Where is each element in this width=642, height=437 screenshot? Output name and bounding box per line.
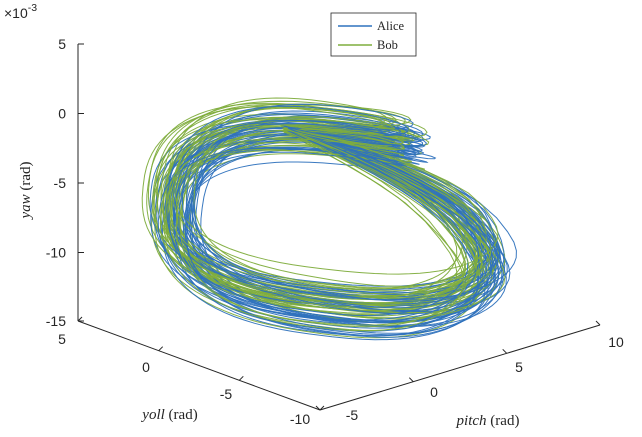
legend-box bbox=[330, 12, 417, 57]
trajectory-bob bbox=[175, 127, 470, 328]
x-axis-label: pitch (rad) bbox=[456, 413, 520, 429]
z-tick-label: -15 bbox=[46, 313, 66, 329]
trajectory-alice bbox=[184, 129, 489, 338]
z-tick-label: 0 bbox=[58, 106, 66, 122]
x-tick-label: 0 bbox=[430, 384, 438, 400]
legend-label-bob: Bob bbox=[377, 38, 398, 52]
y-tick-label-mark bbox=[319, 405, 325, 411]
y-tick-label-mark bbox=[238, 375, 244, 381]
y-tick-label: 0 bbox=[142, 359, 150, 375]
z-tick-label: 5 bbox=[58, 36, 66, 52]
trajectory-bob bbox=[163, 124, 464, 332]
x-tick-label-mark bbox=[408, 377, 414, 383]
trajectory-alice bbox=[166, 105, 469, 317]
trajectory-bob bbox=[174, 120, 499, 275]
trajectory-bob bbox=[165, 129, 480, 299]
trajectory-bob bbox=[180, 126, 478, 326]
x-tick-label-mark bbox=[595, 320, 601, 326]
z-tick-label: -5 bbox=[54, 175, 67, 191]
trajectory-alice bbox=[193, 119, 488, 309]
trajectory-bob bbox=[141, 105, 477, 305]
y-axis-line bbox=[77, 320, 321, 411]
z-tick-label: -10 bbox=[46, 245, 66, 261]
trajectory-bob bbox=[154, 124, 482, 339]
y-axis-label: yoll (rad) bbox=[140, 407, 197, 423]
y-tick-label: -5 bbox=[220, 386, 233, 402]
trajectory-alice bbox=[157, 130, 500, 322]
y-tick-label-mark bbox=[77, 316, 83, 322]
x-tick-label: 10 bbox=[608, 334, 624, 350]
ticks-layer: 5 0 -5 -10 -15 5 0 -5 -10 -5 0 5 10 bbox=[46, 36, 624, 427]
z-multiplier: ×10-3 bbox=[4, 2, 37, 21]
z-axis-label: yaw (rad) bbox=[18, 161, 34, 220]
legend-label-alice: Alice bbox=[377, 19, 405, 33]
y-tick-label-mark bbox=[158, 346, 164, 352]
y-tick-label: -10 bbox=[290, 411, 310, 427]
trajectory-bob bbox=[166, 131, 506, 314]
y-tick-label: 5 bbox=[58, 331, 66, 347]
trajectory-bob bbox=[169, 127, 492, 292]
x-tick-label: 5 bbox=[515, 359, 523, 375]
x-axis-line bbox=[319, 324, 601, 411]
x-tick-label: -5 bbox=[346, 407, 359, 423]
x-tick-label-mark bbox=[502, 348, 508, 354]
trajectory-alice bbox=[181, 119, 499, 302]
x-tick-label-mark bbox=[315, 405, 321, 411]
legend: Alice Bob bbox=[330, 12, 417, 57]
trajectory-layer bbox=[141, 97, 517, 341]
